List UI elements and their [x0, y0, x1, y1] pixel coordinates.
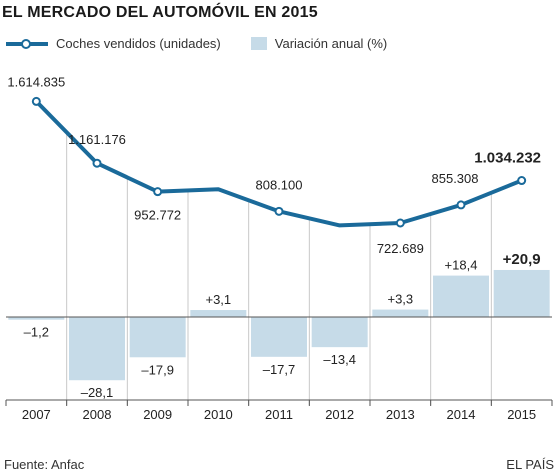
line-data-label: 722.689	[377, 241, 424, 256]
bar	[69, 317, 125, 381]
x-tick-label: 2009	[143, 407, 172, 422]
bar	[190, 310, 247, 317]
x-tick-label: 2013	[386, 407, 415, 422]
x-tick-label: 2011	[265, 407, 293, 422]
bar	[493, 269, 550, 317]
x-tick-label: 2012	[325, 407, 354, 422]
legend-line-swatch	[6, 38, 48, 49]
bar	[372, 309, 429, 317]
line-data-label: 1.614.835	[7, 74, 65, 89]
bar-data-label: +3,1	[205, 292, 231, 307]
series-line	[34, 99, 524, 228]
line-data-label: 808.100	[256, 177, 303, 192]
bar	[129, 317, 186, 358]
bar	[311, 317, 368, 348]
line-point	[395, 218, 405, 228]
line-data-label: 952.772	[134, 208, 181, 223]
bar-data-label: –1,2	[24, 325, 49, 340]
bar-data-label: –28,1	[81, 385, 114, 400]
bar	[8, 317, 65, 320]
line-point	[456, 200, 466, 210]
line-point	[517, 176, 527, 186]
bar-data-label: +20,9	[503, 251, 541, 268]
x-tick-label: 2008	[83, 407, 112, 422]
x-tick-label: 2015	[507, 407, 536, 422]
bar	[433, 275, 489, 317]
line-data-label: 1.161.176	[68, 132, 126, 147]
x-tick-label: 2014	[447, 407, 476, 422]
legend-bar-swatch	[250, 37, 267, 50]
bar-data-label: –17,9	[141, 362, 174, 377]
source-note: Fuente: Anfac	[4, 457, 85, 472]
legend-label-line: Coches vendidos (unidades)	[56, 36, 221, 51]
legend: Coches vendidos (unidades) Variación anu…	[6, 36, 387, 51]
x-tick-label: 2010	[204, 407, 233, 422]
bar-data-label: –13,4	[323, 352, 356, 367]
line-data-label: 855.308	[432, 171, 479, 186]
bar-data-label: +3,3	[387, 292, 413, 307]
legend-marker	[21, 38, 31, 49]
brand-label: EL PAÍS	[506, 457, 554, 472]
line-point	[92, 158, 102, 168]
line-data-label: 1.034.232	[474, 150, 541, 167]
x-tick-label: 2007	[22, 407, 51, 422]
line-point	[31, 96, 41, 106]
line-point	[153, 187, 163, 197]
legend-label-bar: Variación anual (%)	[274, 36, 388, 51]
chart-title: EL MERCADO DEL AUTOMÓVIL EN 2015	[2, 4, 318, 21]
bar-data-label: +18,4	[445, 258, 478, 273]
bar	[251, 317, 307, 357]
bar-data-label: –17,7	[263, 362, 296, 377]
line-point	[274, 206, 284, 216]
